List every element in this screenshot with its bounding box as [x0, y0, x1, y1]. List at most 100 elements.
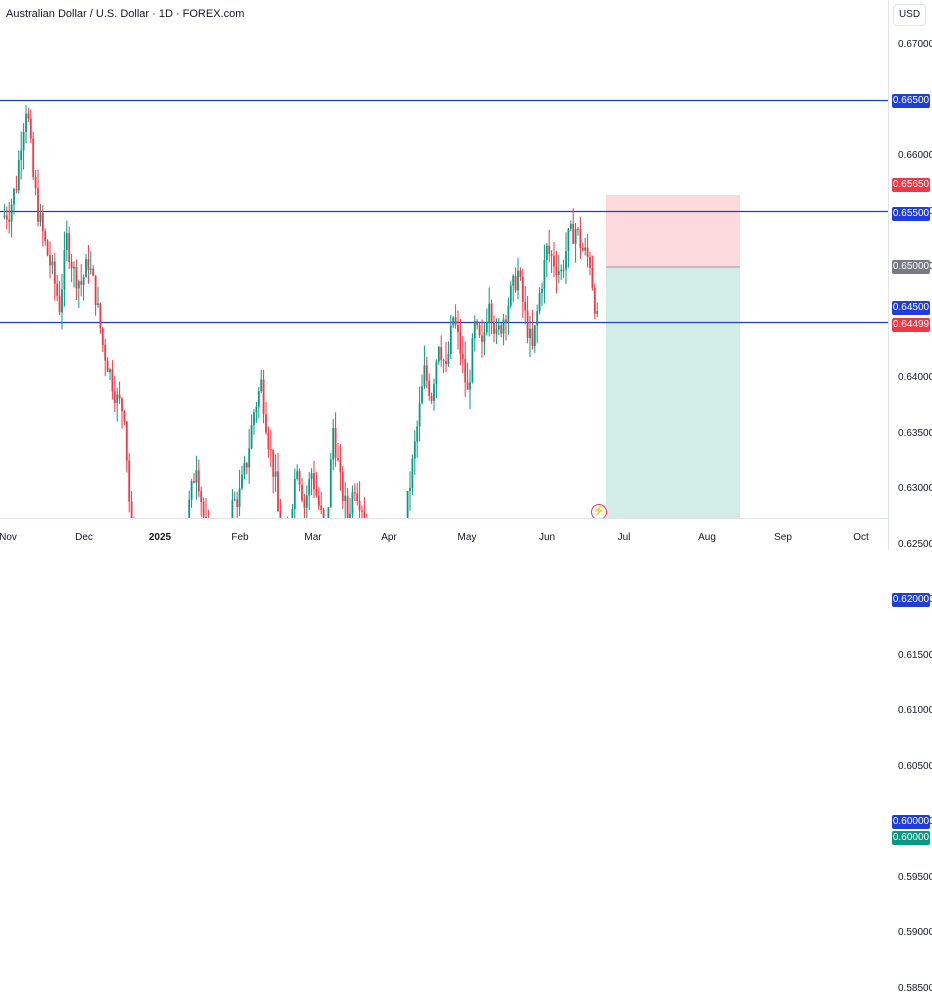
candle-body [262, 379, 265, 415]
candle-body [454, 317, 457, 325]
candle-body [29, 118, 32, 139]
candle-body [116, 394, 119, 403]
candle-body [125, 421, 128, 461]
price-tag: 0.65500 [892, 206, 930, 221]
candle-body [356, 493, 359, 501]
candle-body [521, 277, 524, 302]
candle-body [20, 150, 23, 161]
candle-body [274, 471, 277, 477]
price-axis[interactable] [888, 0, 932, 550]
candle-body [87, 259, 90, 270]
candle-body [200, 491, 203, 503]
candle-body [250, 425, 253, 449]
candle-body [51, 261, 54, 266]
candle-body [113, 391, 116, 403]
candle-body [337, 458, 339, 461]
candle-body [358, 500, 361, 511]
candle-body [188, 499, 191, 518]
candle-body [447, 353, 450, 365]
candle-body [195, 470, 198, 483]
candle-body [339, 460, 342, 473]
candle-body [296, 471, 299, 479]
candle-body [545, 245, 548, 261]
candle-body [433, 384, 435, 401]
candle-body [265, 414, 267, 433]
candle-body [70, 261, 73, 269]
candle-body [27, 113, 30, 119]
price-tick-label: 0.66000 [898, 150, 932, 161]
time-axis-label: Nov [0, 532, 17, 543]
candle-body [361, 510, 363, 512]
candle-body [32, 138, 35, 178]
candle-body [481, 335, 483, 342]
candle-body [279, 511, 282, 518]
candle-body [517, 270, 519, 291]
candle-body [478, 325, 481, 336]
price-tag: 0.64499 [892, 317, 930, 332]
chart-area[interactable]: Australian Dollar / U.S. Dollar · 1D · F… [0, 0, 888, 518]
time-axis-label: Jul [617, 532, 631, 543]
candle-body [308, 479, 311, 496]
candle-body [197, 470, 200, 492]
candle-body [44, 231, 47, 242]
candle-body [533, 325, 536, 346]
candle-body [231, 499, 234, 518]
candle-body [488, 303, 491, 324]
candle-body [111, 369, 114, 392]
candle-body [193, 481, 195, 483]
candle-body [305, 495, 308, 508]
candle-body [512, 275, 515, 286]
candle-body [53, 261, 56, 284]
candle-body [418, 403, 421, 427]
lightning-icon[interactable]: ⚡ [591, 504, 607, 518]
time-axis-label: Sep [774, 532, 792, 543]
candle-body [421, 386, 423, 404]
candle-body [485, 323, 488, 333]
price-tick-label: 0.62500 [898, 538, 932, 550]
candle-body [92, 268, 95, 276]
price-tick-label: 0.64000 [898, 372, 932, 383]
price-tick-label: 0.59000 [898, 927, 932, 938]
candle-body [49, 255, 51, 266]
candle-body [130, 501, 133, 518]
candle-body [591, 267, 594, 288]
price-tag: 0.60000 [892, 831, 930, 845]
time-axis-label: Feb [231, 532, 249, 543]
price-tick-label: 0.61500 [898, 649, 932, 661]
candle-body [579, 229, 582, 249]
candle-body [476, 321, 479, 326]
candle-body [97, 303, 99, 305]
candle-body [353, 492, 356, 494]
candle-body [428, 380, 431, 396]
currency-button[interactable]: USD [893, 4, 926, 26]
time-axis-label: Aug [698, 532, 716, 543]
candle-body [320, 505, 323, 510]
candle-body [557, 271, 560, 275]
candle-body [260, 379, 263, 392]
price-tick-label: 0.60500 [898, 760, 932, 772]
candle-body [466, 382, 469, 390]
candle-body [241, 474, 243, 489]
candle-body [13, 189, 15, 205]
candle-body [445, 361, 447, 365]
candle-body [464, 358, 467, 383]
candle-body [61, 289, 63, 313]
candle-body [128, 460, 131, 502]
price-tag: 0.64500 [892, 300, 930, 315]
candle-body [118, 394, 121, 399]
price-chart[interactable] [0, 0, 888, 518]
candle-body [205, 516, 207, 518]
candle-body [121, 398, 123, 412]
candle-body [500, 325, 503, 334]
candle-body [531, 328, 534, 346]
time-axis[interactable] [0, 518, 888, 550]
candle-body [82, 277, 85, 285]
candle-body [341, 472, 344, 502]
candle-body [469, 382, 471, 390]
candle-body [236, 499, 239, 508]
candle-body [413, 441, 416, 459]
candle-body [490, 303, 493, 322]
candle-body [77, 281, 80, 289]
candle-body [58, 295, 61, 313]
candle-body [17, 160, 20, 191]
